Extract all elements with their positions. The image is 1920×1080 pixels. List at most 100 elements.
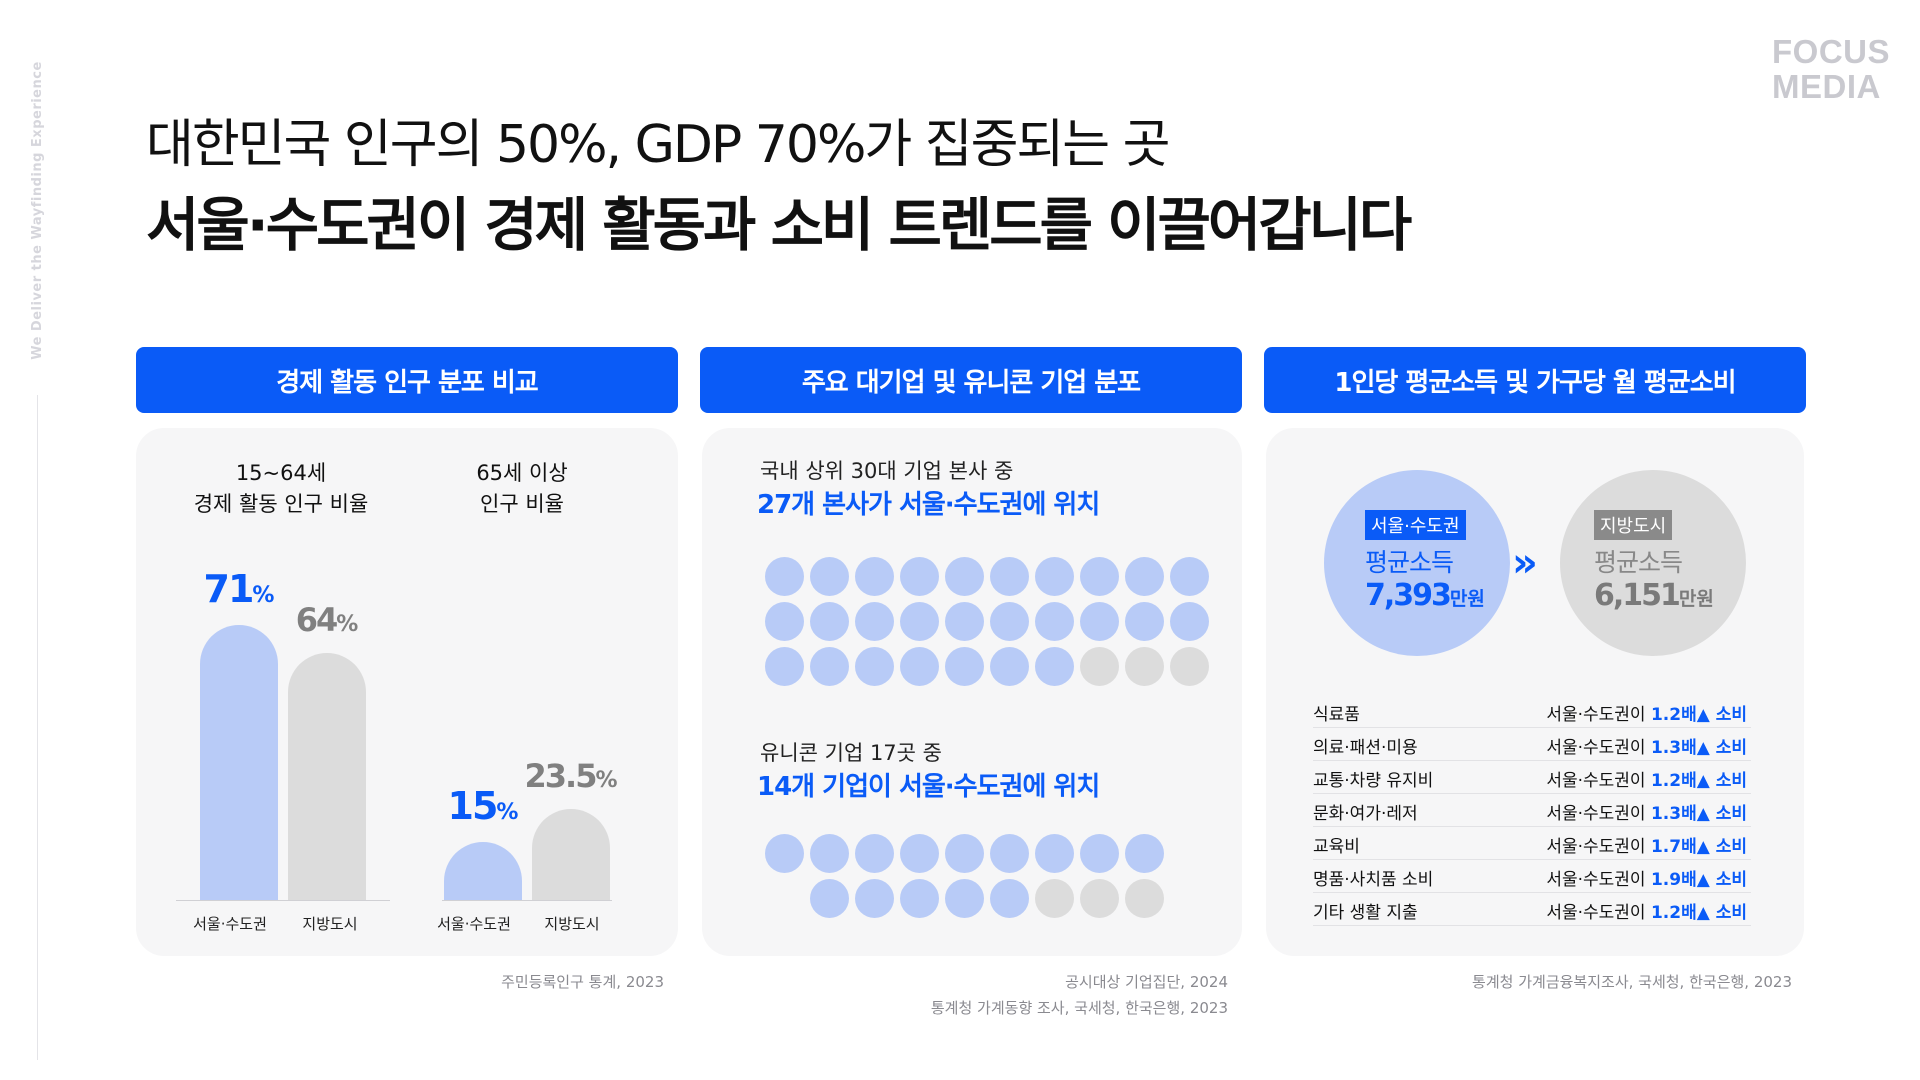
local-tag: 지방도시 bbox=[1594, 510, 1673, 540]
dot-filled bbox=[990, 602, 1029, 641]
value-g1-capital: 71% bbox=[203, 567, 275, 612]
value-g2-local: 23.5% bbox=[524, 757, 618, 796]
dot-filled bbox=[900, 879, 939, 918]
capital-label: 평균소득 bbox=[1365, 548, 1454, 577]
dot-filled bbox=[990, 879, 1029, 918]
row-category: 교통·차량 유지비 bbox=[1313, 771, 1434, 791]
table-row: 기타 생활 지출 서울·수도권이 1.2배▲ 소비 bbox=[1313, 892, 1751, 926]
logo-line1: FOCUS bbox=[1772, 33, 1890, 70]
dot-filled bbox=[855, 879, 894, 918]
row-comparison: 서울·수도권이 1.9배▲ 소비 bbox=[1546, 870, 1747, 890]
table-row: 의료·패션·미용 서울·수도권이 1.3배▲ 소비 bbox=[1313, 727, 1751, 761]
row-comparison: 서울·수도권이 1.3배▲ 소비 bbox=[1546, 804, 1747, 824]
dot-filled bbox=[1035, 557, 1074, 596]
dot-filled bbox=[810, 602, 849, 641]
bar-g1-local bbox=[288, 652, 366, 900]
dot-filled bbox=[945, 834, 984, 873]
row-category: 기타 생활 지출 bbox=[1313, 903, 1418, 923]
double-chevron-icon: » bbox=[1512, 540, 1538, 586]
dot-filled bbox=[1170, 557, 1209, 596]
dot-filled bbox=[900, 602, 939, 641]
dot-filled bbox=[945, 879, 984, 918]
row-comparison: 서울·수도권이 1.3배▲ 소비 bbox=[1546, 738, 1747, 758]
dot-filled bbox=[900, 647, 939, 686]
dot-filled bbox=[810, 834, 849, 873]
dot-filled bbox=[945, 602, 984, 641]
bar-label-g2-local: 지방도시 bbox=[544, 915, 600, 933]
side-divider bbox=[37, 395, 38, 1060]
dot-filled bbox=[945, 647, 984, 686]
dot-filled bbox=[765, 602, 804, 641]
unicorn-caption: 유니콘 기업 17곳 중 bbox=[760, 741, 942, 765]
dot-filled bbox=[1035, 647, 1074, 686]
panel1-source: 주민등록인구 통계, 2023 bbox=[501, 973, 664, 991]
bar-g1-capital bbox=[200, 625, 278, 900]
capital-tag: 서울·수도권 bbox=[1365, 510, 1466, 540]
local-income-circle bbox=[1560, 470, 1746, 656]
local-label: 평균소득 bbox=[1594, 548, 1683, 577]
companies-highlight: 27개 본사가 서울·수도권에 위치 bbox=[757, 490, 1100, 520]
dot-filled bbox=[765, 647, 804, 686]
table-row: 문화·여가·레저 서울·수도권이 1.3배▲ 소비 bbox=[1313, 793, 1751, 827]
dot-filled bbox=[1035, 834, 1074, 873]
table-row: 식료품 서울·수도권이 1.2배▲ 소비 bbox=[1313, 694, 1751, 728]
dot-filled bbox=[990, 647, 1029, 686]
dot-empty bbox=[1170, 647, 1209, 686]
panel2-header: 주요 대기업 및 유니콘 기업 분포 bbox=[700, 347, 1242, 413]
population-bar-chart: 71% 64% 15% 23.5% bbox=[176, 560, 636, 901]
group2-title: 65세 이상 인구 비율 bbox=[476, 461, 568, 516]
row-category: 명품·사치품 소비 bbox=[1313, 870, 1434, 890]
dot-filled bbox=[765, 557, 804, 596]
capital-income-value: 7,393만원 bbox=[1365, 578, 1485, 613]
bar-label-g2-capital: 서울·수도권 bbox=[437, 915, 511, 933]
focus-media-logo: FOCUS MEDIA bbox=[1772, 34, 1890, 104]
row-comparison: 서울·수도권이 1.2배▲ 소비 bbox=[1546, 705, 1747, 725]
dot-filled bbox=[945, 557, 984, 596]
dot-filled bbox=[855, 557, 894, 596]
value-g1-local: 64% bbox=[295, 600, 359, 639]
side-tagline: We Deliver the Wayfinding Experience bbox=[29, 60, 45, 360]
dot-filled bbox=[1125, 602, 1164, 641]
dot-filled bbox=[900, 834, 939, 873]
dot-empty bbox=[1125, 879, 1164, 918]
dot-empty bbox=[1125, 647, 1164, 686]
table-row: 교육비 서울·수도권이 1.7배▲ 소비 bbox=[1313, 826, 1751, 860]
capital-income-circle bbox=[1324, 470, 1510, 656]
panel1-header: 경제 활동 인구 분포 비교 bbox=[136, 347, 678, 413]
bar-g2-local bbox=[532, 809, 610, 900]
dot-empty bbox=[1035, 879, 1074, 918]
dot-filled bbox=[810, 557, 849, 596]
dot-filled bbox=[900, 557, 939, 596]
baseline-group1 bbox=[176, 900, 390, 901]
panel3-header: 1인당 평균소득 및 가구당 월 평균소비 bbox=[1264, 347, 1806, 413]
dot-empty bbox=[1080, 879, 1119, 918]
group1-title: 15~64세 경제 활동 인구 비율 bbox=[193, 461, 369, 516]
bar-label-g1-capital: 서울·수도권 bbox=[193, 915, 267, 933]
row-comparison: 서울·수도권이 1.2배▲ 소비 bbox=[1546, 771, 1747, 791]
dot-filled bbox=[1080, 834, 1119, 873]
row-category: 교육비 bbox=[1313, 837, 1360, 857]
row-comparison: 서울·수도권이 1.2배▲ 소비 bbox=[1546, 903, 1747, 923]
value-g2-capital: 15% bbox=[447, 784, 519, 828]
companies-caption: 국내 상위 30대 기업 본사 중 bbox=[760, 459, 1014, 483]
row-category: 문화·여가·레저 bbox=[1313, 804, 1418, 824]
logo-line2: MEDIA bbox=[1772, 68, 1881, 105]
dot-filled bbox=[1170, 602, 1209, 641]
local-income-value: 6,151만원 bbox=[1594, 578, 1714, 613]
page-title: 서울·수도권이 경제 활동과 소비 트렌드를 이끌어갑니다 bbox=[146, 191, 1412, 259]
row-comparison: 서울·수도권이 1.7배▲ 소비 bbox=[1546, 837, 1747, 857]
dot-filled bbox=[1080, 602, 1119, 641]
panel2-source: 공시대상 기업집단, 2024 통계청 가계동향 조사, 국세청, 한국은행, … bbox=[930, 973, 1228, 1017]
row-category: 식료품 bbox=[1313, 705, 1360, 725]
dot-filled bbox=[1125, 834, 1164, 873]
dot-filled bbox=[810, 879, 849, 918]
dot-filled bbox=[1125, 557, 1164, 596]
dot-filled bbox=[855, 834, 894, 873]
dot-filled bbox=[855, 647, 894, 686]
panel3-source: 통계청 가계금융복지조사, 국세청, 한국은행, 2023 bbox=[1472, 973, 1792, 991]
dot-empty bbox=[1080, 647, 1119, 686]
dot-filled bbox=[1080, 557, 1119, 596]
bar-g2-capital bbox=[444, 842, 522, 900]
dot-filled bbox=[990, 557, 1029, 596]
table-row: 명품·사치품 소비 서울·수도권이 1.9배▲ 소비 bbox=[1313, 859, 1751, 893]
